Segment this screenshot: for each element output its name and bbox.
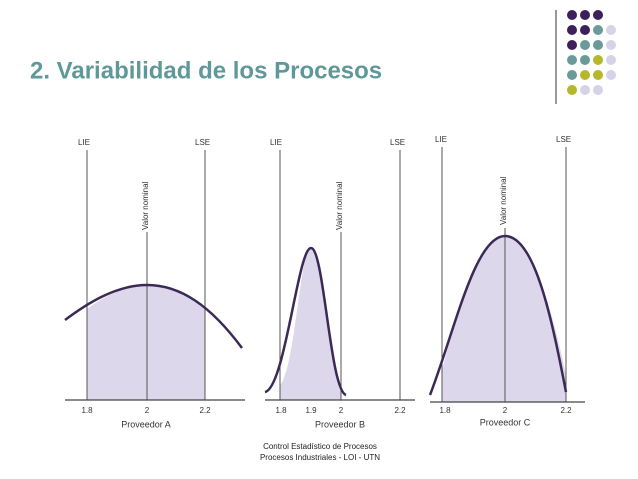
area	[280, 248, 341, 400]
dot-pattern	[567, 10, 616, 95]
lse-label: LSE	[390, 138, 405, 147]
panel-c: LIE LSE Valor nominal 1.8 2 2.2 Proveedo…	[428, 135, 585, 427]
tick-label: 1.8	[439, 406, 451, 415]
panel-b: LIE LSE Valor nominal 1.8 1.9 2 2.2 Prov…	[264, 138, 415, 429]
panel-label: Proveedor B	[315, 419, 365, 429]
footer-line: Control Estadístico de Procesos	[263, 442, 377, 451]
lse-label: LSE	[556, 135, 571, 144]
tick-label: 2.2	[394, 406, 406, 415]
tick-label: 2	[503, 406, 508, 415]
tick-label: 1.8	[275, 406, 287, 415]
lie-label: LIE	[435, 135, 447, 144]
curve	[64, 283, 244, 349]
tick-label: 1.9	[305, 406, 317, 415]
tick-label: 2.2	[199, 406, 211, 415]
curve	[428, 234, 568, 396]
nominal-label: Valor nominal	[499, 176, 508, 225]
area	[442, 236, 566, 402]
panel-a: LIE LSE Valor nominal 1.8 2 2.2 Proveedo…	[64, 138, 245, 429]
lse-label: LSE	[195, 138, 210, 147]
panel-label: Proveedor A	[121, 419, 171, 429]
nominal-label: Valor nominal	[141, 181, 150, 230]
area	[87, 285, 205, 400]
lie-label: LIE	[270, 138, 282, 147]
curve	[264, 246, 347, 397]
tick-label: 2	[339, 406, 344, 415]
footer-line: Procesos Industriales - LOI - UTN	[260, 453, 380, 462]
lie-label: LIE	[78, 138, 90, 147]
slide-title: 2. Variabilidad de los Procesos	[30, 57, 382, 84]
nominal-label: Valor nominal	[335, 181, 344, 230]
tick-label: 2.2	[560, 406, 572, 415]
tick-label: 2	[145, 406, 150, 415]
tick-label: 1.8	[81, 406, 93, 415]
panel-label: Proveedor C	[480, 417, 531, 427]
